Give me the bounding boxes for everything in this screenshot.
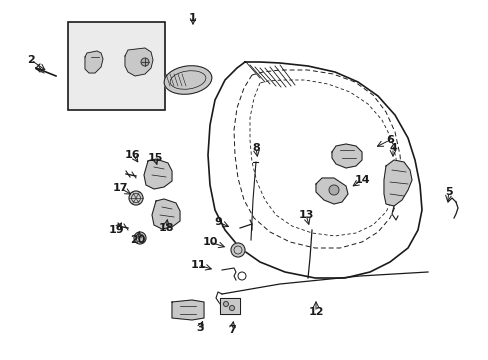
Polygon shape [85,51,103,73]
FancyBboxPatch shape [68,22,164,110]
Ellipse shape [229,306,234,310]
Text: 19: 19 [108,225,123,235]
Text: 11: 11 [190,260,205,270]
Ellipse shape [230,243,244,257]
Text: 10: 10 [202,237,217,247]
Text: 12: 12 [307,307,323,317]
Text: 20: 20 [130,235,145,245]
Ellipse shape [328,185,338,195]
Ellipse shape [141,58,149,66]
Polygon shape [315,178,347,204]
Ellipse shape [134,232,146,244]
Ellipse shape [164,66,211,94]
Polygon shape [125,48,153,76]
Text: 7: 7 [228,325,235,335]
Text: 15: 15 [147,153,163,163]
Text: 6: 6 [385,135,393,145]
Ellipse shape [129,191,142,205]
Text: 3: 3 [196,323,203,333]
Text: 17: 17 [112,183,127,193]
Polygon shape [143,159,172,189]
Text: 9: 9 [214,217,222,227]
Text: 16: 16 [125,150,141,160]
Text: 8: 8 [252,143,259,153]
Text: 5: 5 [444,187,452,197]
Text: 14: 14 [353,175,369,185]
Polygon shape [383,160,411,206]
Ellipse shape [223,302,228,306]
Polygon shape [331,144,361,168]
Text: 1: 1 [189,13,197,23]
Polygon shape [220,298,240,314]
Text: 13: 13 [298,210,313,220]
Text: 18: 18 [158,223,173,233]
Text: 2: 2 [27,55,35,65]
Polygon shape [152,199,180,229]
Polygon shape [172,300,203,320]
Text: 4: 4 [388,143,396,153]
